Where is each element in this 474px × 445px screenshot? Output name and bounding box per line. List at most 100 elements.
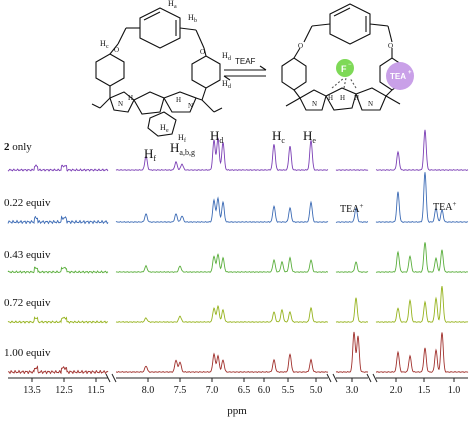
cation-label: TEA <box>390 72 406 81</box>
spectrum-trace-4-seg-2 <box>335 331 369 373</box>
spectrum-trace-1-seg-3 <box>375 172 469 223</box>
atom-label-n-1: N <box>118 100 123 108</box>
spectrum-trace-3-seg-1 <box>115 304 328 323</box>
fluoride-label: F <box>341 64 347 74</box>
atom-label-h-7: H <box>128 94 133 102</box>
tick-label-5-0: 5.0 <box>310 385 323 396</box>
tick-label-11-5: 11.5 <box>87 385 104 396</box>
atom-label-o-1: O <box>114 46 119 54</box>
x-axis <box>8 373 468 383</box>
right-phenylene-1 <box>281 57 307 91</box>
fluoride-charge: − <box>348 62 352 68</box>
equilibrium-arrows <box>223 65 267 81</box>
peak-label-hd: Hd <box>210 128 223 145</box>
atom-label-hd-2: H <box>222 79 228 88</box>
atom-label-h-8: H <box>176 96 181 104</box>
atom-label-ha: H <box>168 0 174 8</box>
spectrum-trace-3-seg-0 <box>7 316 108 324</box>
atom-label-nh-r3: H <box>354 94 359 102</box>
tick-label-1-5: 1.5 <box>418 385 431 396</box>
reagent-label: TEAF <box>235 57 256 66</box>
atom-label-nh-r2: H <box>340 94 345 102</box>
atom-label-hf-sub: f <box>184 137 186 144</box>
cation-charge: + <box>408 70 412 76</box>
left-phenylene-1 <box>95 53 125 87</box>
spectrum-trace-4-seg-3 <box>376 332 469 373</box>
spectrum-trace-0-seg-1 <box>115 137 329 171</box>
atom-label-hd-1: H <box>222 51 228 60</box>
tick-label-2-0: 2.0 <box>390 385 403 396</box>
spectrum-trace-0-seg-3 <box>375 129 469 171</box>
atom-label-nh-r1: H <box>328 94 333 102</box>
peak-label-habg: Ha,b,g <box>170 140 195 157</box>
peak-label-he: He <box>303 128 316 145</box>
spectrum-trace-3-seg-2 <box>335 297 368 323</box>
atom-label-hb-sub: b <box>194 18 197 24</box>
atom-label-hb: H <box>188 13 194 22</box>
tick-label-6-5: 6.5 <box>238 385 251 396</box>
left-pyrrole-2 <box>133 91 165 115</box>
atom-label-o-4: O <box>388 42 393 50</box>
x-axis-ticks <box>31 378 455 382</box>
peak-label-tea-2: TEA+ <box>433 200 456 213</box>
row-label-4: 1.00 equiv <box>4 347 51 359</box>
right-top-benzene <box>329 3 371 45</box>
left-bottom-ring <box>147 111 177 137</box>
tick-label-7-5: 7.5 <box>174 385 187 396</box>
atom-label-n-4: N <box>368 100 373 108</box>
right-pyrrole-3 <box>355 87 387 111</box>
atom-label-hc-sub: c <box>106 44 109 50</box>
peak-label-hc: Hc <box>272 128 285 145</box>
atom-label-hc: H <box>100 39 106 48</box>
spectrum-trace-1-seg-0 <box>7 215 109 225</box>
spectrum-trace-4-seg-1 <box>116 352 329 373</box>
peak-label-tea-1: TEA+ <box>340 202 363 215</box>
row-label-0: 2 only <box>4 141 32 153</box>
spectrum-trace-2-seg-1 <box>115 253 328 273</box>
tick-label-12-5: 12.5 <box>55 385 73 396</box>
spectrum-trace-2-seg-3 <box>375 242 468 273</box>
spectrum-trace-2-seg-0 <box>7 266 109 274</box>
right-pyrrole-2 <box>325 87 357 111</box>
tick-label-6-0: 6.0 <box>258 385 271 396</box>
atom-label-o-2: O <box>200 48 205 56</box>
hydrogen-bonds <box>331 77 357 89</box>
left-top-benzene <box>139 7 181 49</box>
atom-label-ha-sub: a <box>174 4 177 10</box>
atom-label-o-3: O <box>298 42 303 50</box>
fluoride-anion: F − <box>336 59 354 77</box>
atom-label-hd-2-sub: d <box>228 84 231 90</box>
spectrum-trace-2-seg-2 <box>335 261 369 273</box>
left-pyrrole-3 <box>163 91 197 113</box>
spectrum-trace-0-seg-0 <box>7 164 109 172</box>
row-label-0-rest: only <box>10 141 33 153</box>
x-axis-label: ppm <box>227 405 247 417</box>
atom-label-hd-1-sub: d <box>228 56 231 62</box>
peak-label-hf: Hf <box>144 146 156 163</box>
row-label-0-bold: 2 <box>4 141 10 153</box>
left-phenylene-2 <box>191 55 221 89</box>
spectrum-trace-1-seg-2 <box>335 206 368 223</box>
atom-label-n-3: N <box>312 100 317 108</box>
tick-label-13-5: 13.5 <box>23 385 41 396</box>
atom-label-n-2: N <box>188 102 193 110</box>
atom-label-he: H <box>160 123 166 132</box>
tick-label-1-0: 1.0 <box>448 385 461 396</box>
spectrum-trace-4-seg-0 <box>7 365 109 375</box>
tick-label-8-0: 8.0 <box>142 385 155 396</box>
reaction-scheme <box>91 3 405 137</box>
spectrum-trace-1-seg-1 <box>115 196 329 223</box>
right-pyrrole-1 <box>299 89 327 111</box>
spectrum-trace-3-seg-3 <box>375 286 469 323</box>
tick-label-3-0: 3.0 <box>346 385 359 396</box>
atom-label-he-sub: e <box>166 128 169 134</box>
tick-label-7-0: 7.0 <box>206 385 219 396</box>
tick-label-5-5: 5.5 <box>282 385 295 396</box>
nmr-spectra <box>7 129 469 375</box>
atom-label-hf: H <box>178 133 184 142</box>
spectrum-trace-0-seg-2 <box>335 169 369 171</box>
row-label-3: 0.72 equiv <box>4 297 51 309</box>
tea-cation: TEA + <box>386 62 414 90</box>
left-pyrrole-1 <box>109 91 135 113</box>
